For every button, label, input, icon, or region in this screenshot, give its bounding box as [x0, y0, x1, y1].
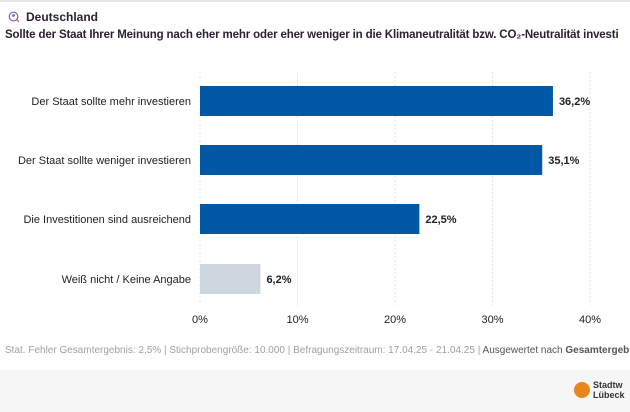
category-label: Der Staat sollte mehr investieren [31, 96, 191, 108]
footer-evaluated: Ausgewertet nach [482, 345, 566, 356]
category-label: Der Staat sollte weniger investieren [18, 155, 191, 167]
footer-evaluated-value: Gesamtergebnis [565, 345, 630, 356]
tick-label: 40% [579, 314, 601, 326]
search-person-icon [8, 11, 20, 23]
value-label: 6,2% [266, 274, 291, 286]
chart-title: Sollte der Staat Ihrer Meinung nach eher… [5, 29, 619, 41]
logo: Stadtw Lübeck [574, 380, 625, 400]
region-name: Deutschland [26, 10, 99, 24]
value-label: 36,2% [559, 96, 590, 108]
category-label: Die Investitionen sind ausreichend [23, 214, 191, 226]
top-divider [0, 0, 630, 2]
tick-label: 30% [481, 314, 503, 326]
region-label: Deutschland [8, 10, 98, 24]
logo-mark [574, 382, 590, 398]
bar [200, 264, 261, 294]
bar [200, 204, 420, 234]
bar-chart: 0% 10% 20% 30% 40% Der Staat sollte mehr inve… [18, 72, 601, 326]
tick-label: 0% [192, 314, 208, 326]
bar [200, 145, 543, 175]
logo-line2: Lübeck [593, 390, 625, 400]
category-label: Weiß nicht / Keine Angabe [62, 274, 191, 286]
footer-info: Stat. Fehler Gesamtergebnis: 2,5% | Stic… [5, 345, 630, 356]
value-label: 22,5% [425, 214, 456, 226]
tick-label: 10% [286, 314, 308, 326]
footer-band [0, 370, 630, 412]
tick-label: 20% [384, 314, 406, 326]
bar [200, 86, 553, 116]
footer-stats: Stat. Fehler Gesamtergebnis: 2,5% | Stic… [5, 345, 483, 356]
value-label: 35,1% [548, 155, 579, 167]
logo-line1: Stadtw [593, 380, 623, 390]
